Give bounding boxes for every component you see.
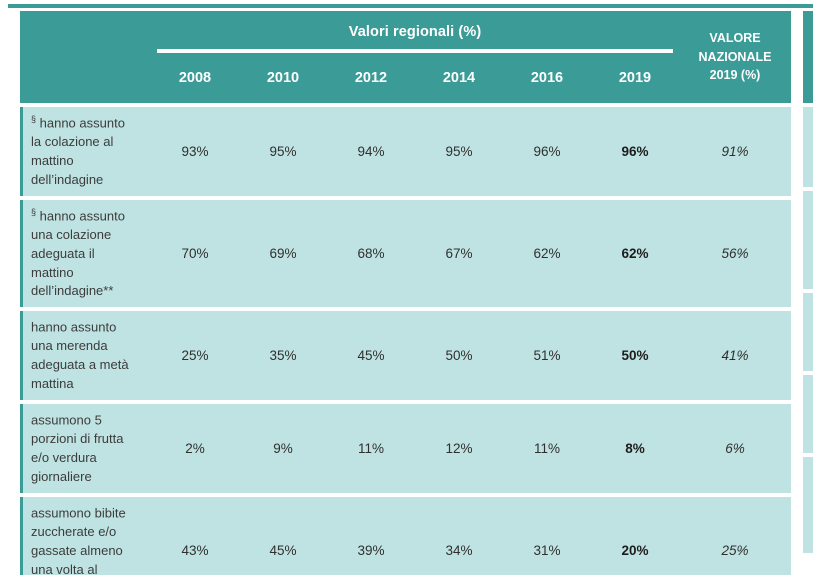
national-value-cell: 41% [721, 348, 749, 364]
national-value-header: VALORE NAZIONALE 2019 (%) [679, 11, 791, 103]
value-cell: 34% [445, 542, 473, 558]
row-label: § hanno assunto una colazione adeguata i… [23, 200, 151, 308]
row-label: assumono bibite zuccherate e/o gassate a… [23, 497, 151, 575]
value-cell: 68% [357, 245, 385, 261]
table-header: Valori regionali (%) 2008 2010 2012 2014… [20, 11, 791, 103]
value-cell: 95% [445, 143, 473, 159]
value-cell: 50% [445, 348, 473, 364]
top-divider-line [8, 4, 813, 8]
row-label: hanno assunto una merenda adeguata a met… [23, 311, 151, 400]
row-label-text: assumono 5 porzioni di frutta e/o verdur… [31, 412, 124, 484]
year-header: 2014 [442, 70, 476, 86]
section-symbol: § [31, 114, 37, 124]
value-cell: 94% [357, 143, 385, 159]
national-value-cell: 91% [721, 143, 749, 159]
value-cell: 43% [181, 542, 209, 558]
value-cell: 12% [445, 440, 473, 456]
table-row: § hanno assunto la colazione al mattino … [20, 107, 791, 196]
header-label-spacer [20, 11, 151, 103]
section-symbol: § [31, 206, 37, 217]
value-cell: 39% [357, 542, 385, 558]
national-value-cell: 56% [721, 245, 749, 261]
row-label: assumono 5 porzioni di frutta e/o verdur… [23, 404, 151, 493]
value-cell: 70% [181, 245, 209, 261]
value-cell: 95% [269, 143, 297, 159]
cropped-adjacent-table-sliver [803, 11, 813, 553]
value-cell-2019: 96% [621, 143, 649, 159]
row-label: § hanno assunto la colazione al mattino … [23, 107, 151, 196]
year-header: 2008 [178, 70, 212, 86]
value-cell-2019: 62% [621, 245, 649, 261]
row-label-text: hanno assunto una merenda adeguata a met… [31, 319, 129, 392]
year-header-row: 2008 2010 2012 2014 2016 2019 [151, 53, 679, 103]
value-cell: 31% [533, 542, 561, 558]
sliver-header-segment [803, 11, 813, 103]
value-cell: 51% [533, 348, 561, 364]
sliver-row-segment [803, 191, 813, 289]
sliver-row-segment [803, 457, 813, 553]
value-cell-2019: 8% [625, 440, 645, 456]
value-cell: 69% [269, 245, 297, 261]
value-cell: 93% [181, 143, 209, 159]
value-cell: 35% [269, 348, 297, 364]
value-cell: 11% [533, 440, 561, 456]
table-row: § hanno assunto una colazione adeguata i… [20, 199, 791, 308]
national-header-line: 2019 (%) [709, 68, 761, 83]
value-cell: 62% [533, 245, 561, 261]
header-underline [157, 49, 673, 53]
national-header-line: VALORE [709, 30, 761, 45]
table-row: hanno assunto una merenda adeguata a met… [20, 311, 791, 400]
years-header-region: Valori regionali (%) 2008 2010 2012 2014… [151, 11, 679, 103]
row-label-text: hanno assunto una colazione adeguata il … [31, 208, 125, 299]
value-cell: 11% [357, 440, 385, 456]
row-label-text: hanno assunto la colazione al mattino de… [31, 115, 125, 187]
regional-values-table: Valori regionali (%) 2008 2010 2012 2014… [20, 11, 791, 575]
national-value-cell: 25% [721, 542, 749, 558]
national-value-cell: 6% [725, 440, 745, 456]
value-cell-2019: 50% [621, 348, 649, 364]
year-header: 2016 [530, 70, 564, 86]
year-header: 2012 [354, 70, 388, 86]
value-cell: 45% [269, 542, 297, 558]
value-cell: 96% [533, 143, 561, 159]
value-cell: 2% [185, 440, 205, 456]
value-cell: 25% [181, 348, 209, 364]
year-header: 2019 [618, 70, 652, 86]
national-header-line: NAZIONALE [698, 49, 772, 64]
value-cell: 67% [445, 245, 473, 261]
value-cell-2019: 20% [621, 542, 649, 558]
value-cell: 45% [357, 348, 385, 364]
sliver-row-segment [803, 375, 813, 453]
group-title: Valori regionali (%) [348, 24, 482, 40]
value-cell: 9% [273, 440, 293, 456]
row-label-text: assumono bibite zuccherate e/o gassate a… [31, 504, 126, 575]
table-row: assumono bibite zuccherate e/o gassate a… [20, 496, 791, 575]
year-header: 2010 [266, 70, 300, 86]
sliver-row-segment [803, 107, 813, 187]
sliver-row-segment [803, 293, 813, 371]
table-row: assumono 5 porzioni di frutta e/o verdur… [20, 403, 791, 493]
